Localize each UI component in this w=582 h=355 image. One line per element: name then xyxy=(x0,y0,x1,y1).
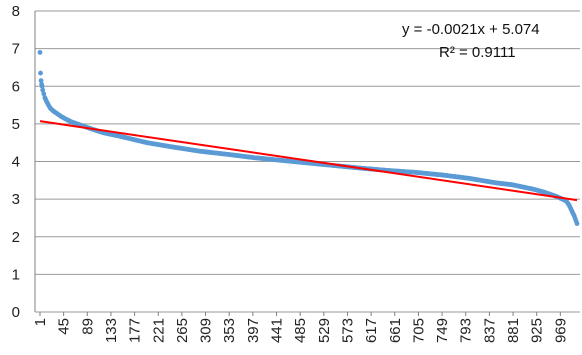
x-tick-label: 133 xyxy=(103,318,120,343)
x-tick-label: 749 xyxy=(434,318,451,343)
data-point xyxy=(41,91,47,97)
data-point xyxy=(571,211,576,217)
y-tick-label: 6 xyxy=(12,78,20,95)
x-tick-label: 925 xyxy=(529,318,546,343)
trendline xyxy=(39,120,578,202)
x-tick-label: 881 xyxy=(505,318,522,343)
data-point xyxy=(37,49,43,55)
y-axis-tick-labels: 0 1 2 3 4 5 6 7 8 xyxy=(12,3,20,321)
data-point xyxy=(38,70,43,76)
x-tick-label: 1 xyxy=(32,318,49,326)
x-tick-label: 837 xyxy=(481,318,498,343)
data-point xyxy=(573,218,579,224)
x-tick-label: 793 xyxy=(458,318,475,343)
x-tick-label: 441 xyxy=(269,318,286,343)
x-tick-label: 177 xyxy=(127,318,144,343)
data-point xyxy=(40,87,46,93)
data-point xyxy=(568,206,574,211)
x-tick-label: 661 xyxy=(387,318,404,343)
x-tick-label: 45 xyxy=(56,318,73,335)
x-tick-label: 89 xyxy=(79,318,96,335)
y-tick-label: 8 xyxy=(12,3,20,20)
x-tick-label: 265 xyxy=(174,318,191,343)
trendline-equation: y = -0.0021x + 5.074 xyxy=(402,21,540,38)
y-tick-label: 2 xyxy=(12,229,20,246)
x-axis-tick-labels: 1 45 89 133 177 221 265 309 353 397 441 485 529 573 61… xyxy=(32,312,569,343)
x-tick-label: 221 xyxy=(150,318,167,343)
x-tick-label: 529 xyxy=(316,318,333,343)
x-tick-label: 573 xyxy=(339,318,356,343)
y-tick-label: 7 xyxy=(12,41,20,58)
y-tick-label: 1 xyxy=(12,266,20,283)
r-squared-label: R² = 0.9111 xyxy=(439,44,516,61)
x-tick-label: 617 xyxy=(363,318,380,343)
x-tick-label: 353 xyxy=(221,318,238,343)
y-tick-label: 0 xyxy=(12,304,20,321)
y-tick-label: 3 xyxy=(12,191,20,208)
y-tick-label: 4 xyxy=(12,154,20,171)
data-series-points xyxy=(37,49,580,226)
x-tick-label: 705 xyxy=(410,318,427,343)
x-tick-label: 485 xyxy=(292,318,309,343)
data-point xyxy=(38,78,44,84)
y-tick-label: 5 xyxy=(12,116,20,133)
data-point xyxy=(39,83,45,89)
x-tick-label: 397 xyxy=(245,318,262,343)
x-tick-label: 309 xyxy=(198,318,215,343)
x-tick-label: 969 xyxy=(552,318,569,343)
